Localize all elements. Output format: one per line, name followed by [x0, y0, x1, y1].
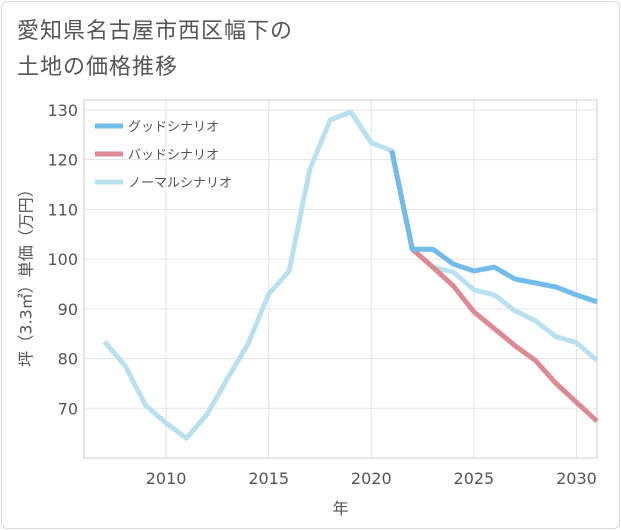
series-line-0: [389, 150, 598, 305]
chart-title: 愛知県名古屋市西区幅下の 土地の価格推移: [17, 14, 293, 86]
x-tick-label: 2010: [146, 469, 187, 488]
x-tick-label: 2030: [556, 469, 597, 488]
chart-title-line-1: 愛知県名古屋市西区幅下の: [17, 19, 294, 44]
x-tick-label: 2020: [351, 469, 392, 488]
x-axis-title: 年: [332, 499, 348, 518]
y-tick-label: 90: [58, 300, 78, 319]
plot-area: [83, 99, 598, 459]
chart-title-line-2: 土地の価格推移: [17, 55, 179, 80]
legend-label-2: ノーマルシナリオ: [128, 176, 232, 191]
series-line-2: [102, 109, 599, 441]
y-tick-label: 130: [47, 101, 78, 120]
y-tick-label: 80: [58, 350, 78, 369]
y-tick-label: 100: [47, 250, 78, 269]
legend-label-0: グッドシナリオ: [128, 120, 219, 135]
x-tick-label: 2015: [248, 469, 289, 488]
y-tick-label: 120: [47, 151, 78, 170]
y-tick-label: 70: [58, 399, 78, 418]
x-tick-label: 2025: [454, 469, 495, 488]
y-tick-label: 110: [47, 200, 78, 219]
y-axis-title: 坪（3.3㎡）単価（万円）: [17, 181, 36, 366]
series-line-1: [389, 150, 599, 424]
legend-label-1: バッドシナリオ: [128, 148, 219, 163]
